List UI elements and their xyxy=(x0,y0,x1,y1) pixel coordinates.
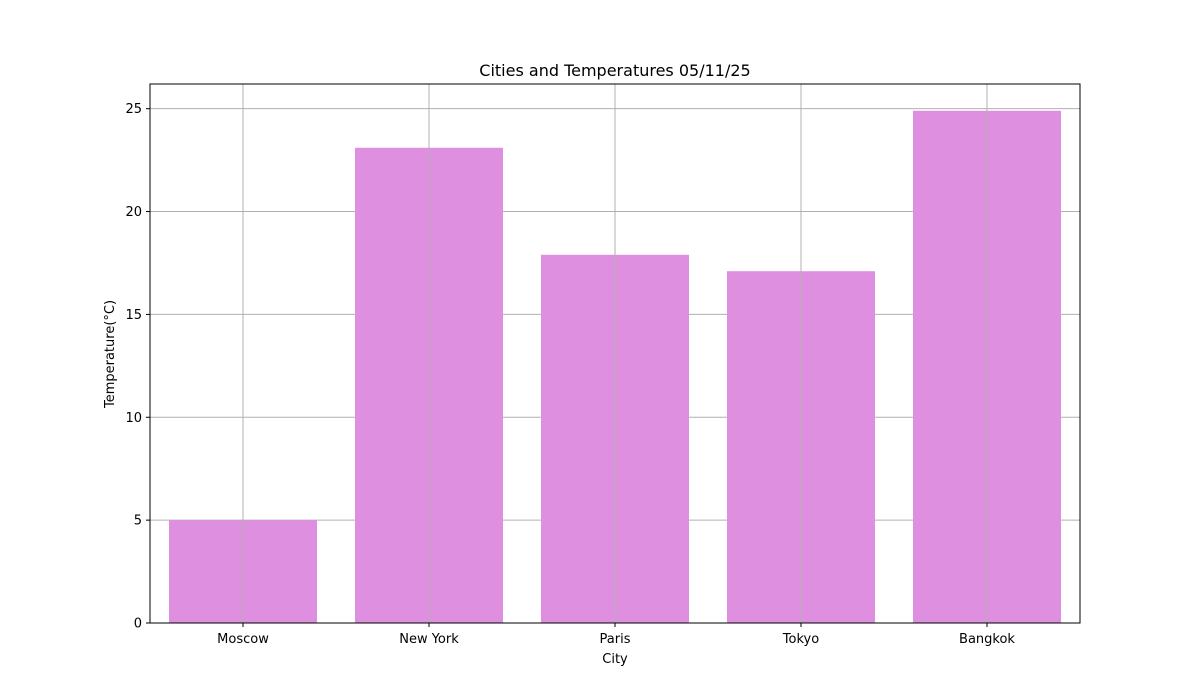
x-tick-label: Bangkok xyxy=(959,632,1015,647)
x-axis-label: City xyxy=(602,652,628,667)
y-tick-label: 15 xyxy=(125,308,142,323)
x-axis-ticks: Moscow New York Paris Tokyo Bangkok xyxy=(217,623,1015,647)
y-tick-label: 0 xyxy=(134,617,142,632)
chart-title: Cities and Temperatures 05/11/25 xyxy=(479,61,750,80)
y-axis-label: Temperature(°C) xyxy=(103,300,118,409)
x-tick-label: Moscow xyxy=(217,632,269,647)
y-tick-label: 25 xyxy=(125,102,142,117)
y-tick-label: 10 xyxy=(125,411,142,426)
x-tick-label: Tokyo xyxy=(782,632,819,647)
y-tick-label: 20 xyxy=(125,205,142,220)
y-tick-label: 5 xyxy=(134,514,142,529)
x-tick-label: Paris xyxy=(600,632,631,647)
y-axis-ticks: 0 5 10 15 20 25 xyxy=(125,102,150,632)
x-tick-label: New York xyxy=(399,632,459,647)
vertical-grid xyxy=(242,84,988,623)
